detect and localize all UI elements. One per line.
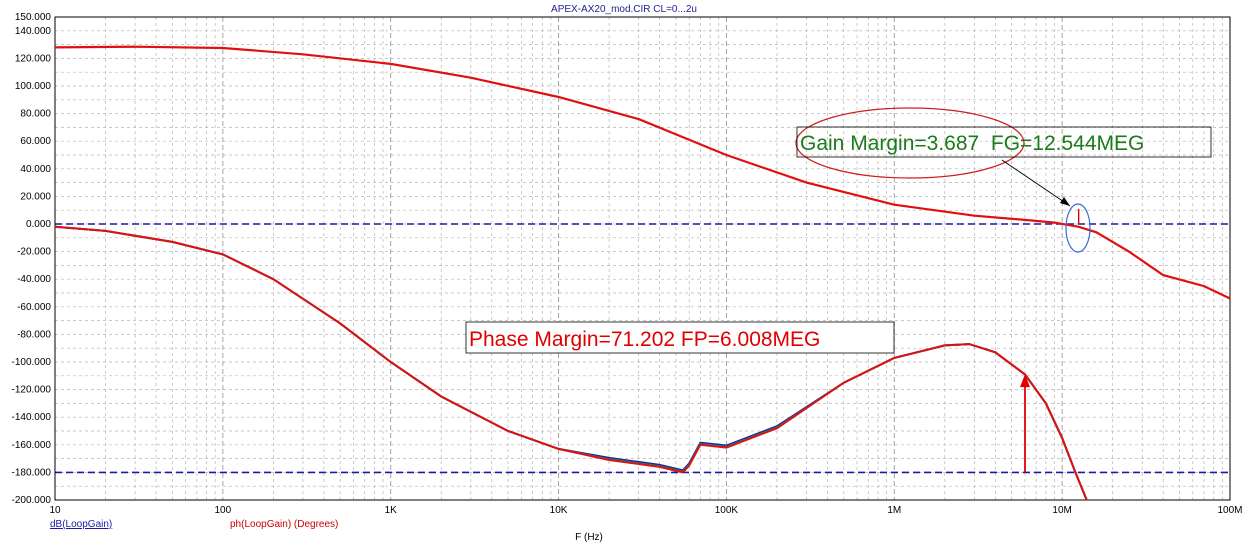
legend-gain[interactable]: dB(LoopGain) xyxy=(50,519,112,530)
chart-title: APEX-AX20_mod.CIR CL=0...2u xyxy=(551,4,697,15)
y-tick-label: -60.000 xyxy=(17,302,51,313)
y-tick-label: -180.000 xyxy=(12,467,52,478)
x-tick-label: 100M xyxy=(1217,505,1242,516)
phase-curve xyxy=(54,225,1088,501)
y-tick-label: -120.000 xyxy=(12,385,52,396)
margin-markers xyxy=(1020,208,1080,473)
gain-margin-pointer-head xyxy=(1060,197,1070,206)
plot-grid xyxy=(54,16,1230,501)
y-tick-label: 60.000 xyxy=(20,136,51,147)
y-tick-label: -100.000 xyxy=(12,357,52,368)
y-tick-label: 120.000 xyxy=(15,53,52,64)
crossover-ellipse xyxy=(1065,203,1091,253)
x-tick-labels: 10 100 1K 10K 100K 1M 10M 100M xyxy=(49,505,1242,516)
x-axis-label: F (Hz) xyxy=(575,532,603,543)
phase-curve-variant-1 xyxy=(54,225,1088,501)
phase-margin-label: Phase Margin=71.202 FP=6.008MEG xyxy=(469,328,820,351)
y-tick-label: -20.000 xyxy=(17,247,51,258)
x-tick-label: 10 xyxy=(49,505,61,516)
reference-lines xyxy=(55,223,1230,474)
x-tick-label: 100K xyxy=(715,505,739,516)
plot-axes xyxy=(54,16,1231,501)
legend-phase[interactable]: ph(LoopGain) (Degrees) xyxy=(230,519,338,530)
y-tick-label: 80.000 xyxy=(20,109,51,120)
x-tick-label: 1M xyxy=(887,505,901,516)
y-tick-label: 150.000 xyxy=(15,12,52,23)
y-tick-label: -80.000 xyxy=(17,329,51,340)
gain-curve xyxy=(54,45,1231,300)
y-tick-label: 0.000 xyxy=(26,219,51,230)
x-tick-label: 10M xyxy=(1052,505,1071,516)
phase-curve-variant-2 xyxy=(54,225,1088,501)
gain-margin-ellipse xyxy=(795,107,1025,179)
plot-frame xyxy=(54,16,1231,501)
phase-margin-box xyxy=(465,321,895,354)
gain-margin-box xyxy=(796,126,1212,158)
y-tick-label: -200.000 xyxy=(12,495,52,506)
x-tick-label: 1K xyxy=(385,505,398,516)
y-tick-label: 40.000 xyxy=(20,164,51,175)
x-tick-label: 10K xyxy=(550,505,568,516)
y-tick-label: 140.000 xyxy=(15,26,52,37)
y-tick-labels: 150.000 140.000 120.000 100.000 80.000 60.000… xyxy=(12,12,52,506)
phase-margin-arrow-head xyxy=(1020,374,1031,388)
y-tick-label: -140.000 xyxy=(12,412,52,423)
curves xyxy=(54,45,1231,501)
y-tick-label: -160.000 xyxy=(12,440,52,451)
gain-margin-label: Gain Margin=3.687 FG=12.544MEG xyxy=(800,132,1144,155)
gain-margin-pointer xyxy=(1001,159,1071,207)
y-tick-label: -40.000 xyxy=(17,274,51,285)
y-tick-label: 20.000 xyxy=(20,191,51,202)
x-tick-label: 100 xyxy=(215,505,232,516)
y-tick-label: 100.000 xyxy=(15,81,52,92)
